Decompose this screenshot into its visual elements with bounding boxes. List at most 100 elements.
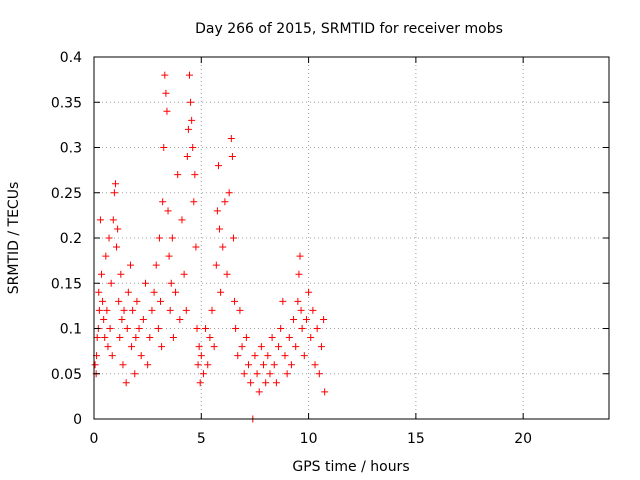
data-point xyxy=(231,297,239,305)
data-point xyxy=(123,325,131,332)
data-point xyxy=(191,171,199,179)
data-point xyxy=(290,315,298,323)
data-point xyxy=(234,352,242,360)
data-point xyxy=(96,216,104,224)
data-point xyxy=(204,361,212,369)
x-tick-label: 20 xyxy=(514,431,532,447)
data-point xyxy=(146,334,154,342)
data-point xyxy=(91,361,99,369)
data-point xyxy=(292,343,300,351)
data-point xyxy=(128,343,136,351)
data-point xyxy=(144,361,152,369)
data-point xyxy=(116,334,124,342)
y-tick-label: 0.15 xyxy=(51,276,82,292)
data-point xyxy=(159,198,167,206)
data-point xyxy=(300,352,308,360)
x-tick-label: 5 xyxy=(197,431,206,447)
data-point xyxy=(302,315,310,323)
data-point xyxy=(114,225,122,233)
data-point xyxy=(119,361,127,369)
data-point xyxy=(111,180,119,188)
data-point xyxy=(240,370,248,378)
data-point xyxy=(281,352,289,360)
data-point xyxy=(247,379,255,387)
data-point xyxy=(311,361,319,369)
grid-lines xyxy=(94,57,609,419)
data-point xyxy=(105,234,113,242)
data-point xyxy=(295,270,303,278)
data-point xyxy=(98,270,106,278)
y-tick-label: 0.3 xyxy=(60,141,82,157)
data-point xyxy=(192,243,200,251)
data-point xyxy=(309,306,317,314)
data-point xyxy=(216,225,224,233)
data-point xyxy=(199,370,207,378)
data-point xyxy=(317,343,325,351)
data-point xyxy=(157,297,165,305)
data-point xyxy=(95,288,103,296)
data-point xyxy=(285,334,293,342)
data-point xyxy=(163,107,171,115)
data-point xyxy=(174,171,182,179)
data-point xyxy=(95,306,103,314)
data-point xyxy=(162,89,170,97)
data-point xyxy=(169,334,177,342)
data-point xyxy=(253,370,261,378)
data-point xyxy=(132,334,140,342)
data-point xyxy=(307,334,315,342)
data-point xyxy=(168,234,176,242)
data-point xyxy=(161,71,169,79)
data-point xyxy=(245,361,252,369)
data-point xyxy=(158,343,166,351)
axis-ticks xyxy=(93,56,609,420)
y-tick-label: 0.2 xyxy=(60,231,82,247)
data-point xyxy=(118,315,126,323)
data-point xyxy=(102,252,110,260)
data-point xyxy=(210,343,218,351)
data-point xyxy=(129,306,137,314)
data-point xyxy=(296,252,304,260)
data-point xyxy=(190,198,198,206)
y-axis-title: SRMTID / TECUs xyxy=(6,182,22,295)
data-point xyxy=(178,216,186,224)
data-point xyxy=(217,288,225,296)
data-point xyxy=(287,361,295,369)
data-point xyxy=(182,306,190,314)
data-point xyxy=(232,325,240,332)
data-point xyxy=(321,388,329,396)
data-point xyxy=(101,334,109,342)
data-point xyxy=(154,325,162,332)
chart-title: Day 266 of 2015, SRMTID for receiver mob… xyxy=(195,21,503,37)
data-point xyxy=(139,315,147,323)
tick-labels: 0 5 10 15 20 0 0.05 0.1 0.15 0.2 0.25 0.3 0.35 0.4 xyxy=(51,50,532,447)
data-point xyxy=(298,325,306,332)
data-point xyxy=(107,279,115,287)
data-point xyxy=(180,270,188,278)
data-point xyxy=(275,343,283,351)
data-point xyxy=(135,325,143,332)
data-point xyxy=(313,325,321,332)
data-point xyxy=(189,144,197,151)
data-point xyxy=(251,352,259,360)
y-tick-label: 0 xyxy=(73,412,82,428)
data-point xyxy=(99,297,107,305)
data-point xyxy=(257,343,265,351)
data-point xyxy=(320,315,328,323)
data-point xyxy=(212,261,220,269)
data-point xyxy=(165,252,173,260)
data-point xyxy=(124,288,132,296)
data-point xyxy=(268,334,276,342)
y-tick-label: 0.25 xyxy=(51,186,82,202)
data-point xyxy=(262,379,270,387)
y-tick-label: 0.1 xyxy=(60,322,82,338)
data-point xyxy=(208,306,216,314)
data-point xyxy=(297,306,305,314)
data-point xyxy=(103,306,111,314)
data-point xyxy=(197,352,205,360)
data-point xyxy=(150,288,158,296)
data-point xyxy=(238,343,246,351)
data-point xyxy=(133,297,141,305)
data-point xyxy=(113,243,121,251)
data-point xyxy=(108,352,116,360)
